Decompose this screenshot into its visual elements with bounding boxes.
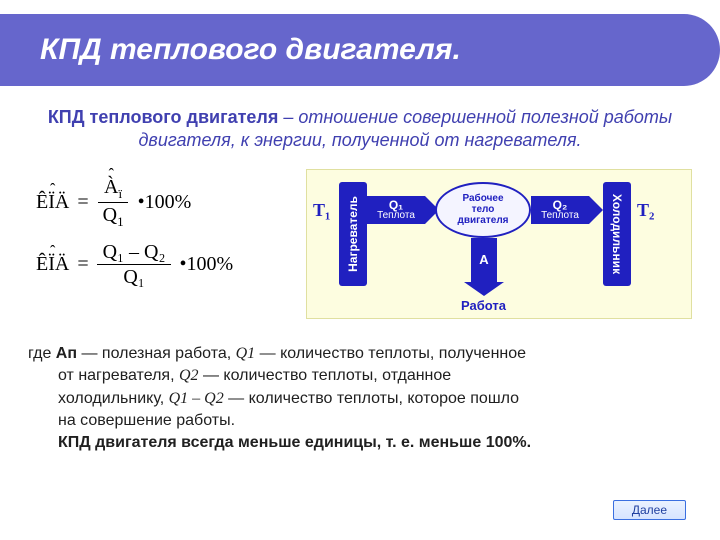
exp-Q2: Q2 (179, 367, 199, 384)
formula-1-mult: •100% (138, 191, 192, 214)
formulas-block: ÊÏÄ = Àï Q1 •100% ÊÏÄ = Q₁ – Q₂ Q₁ (28, 169, 288, 301)
diagram-q2-arrow: Q₂ Теплота (531, 196, 589, 224)
formula-2-mult: •100% (179, 253, 233, 276)
exp-l1c: — количество теплоты, полученное (255, 345, 526, 362)
diagram-heater-box: Нагреватель (339, 182, 367, 286)
exp-l3a: холодильнику, (58, 390, 169, 407)
exp-l1b: — полезная работа, (77, 345, 236, 362)
formula-2-num: Q₁ – Q₂ (97, 242, 172, 265)
exp-l1a: где (28, 345, 56, 362)
formula-lhs: ÊÏÄ (36, 191, 69, 214)
formula-1-den: Q1 (97, 203, 130, 228)
slide-title-text: КПД теплового двигателя. (40, 33, 461, 67)
diagram-body-l3: двигателя (457, 215, 508, 226)
equals-sign-2: = (77, 253, 88, 276)
equals-sign: = (77, 191, 88, 214)
formula-1: ÊÏÄ = Àï Q1 •100% (36, 177, 288, 228)
diagram-work-label: Работа (461, 298, 506, 313)
diagram-q1-arrow: Q₁ Теплота (367, 196, 425, 224)
f1-num-sub: ï (119, 186, 123, 201)
formula-2: ÊÏÄ = Q₁ – Q₂ Q₁ •100% (36, 242, 288, 287)
diagram-A-label: A (479, 252, 488, 267)
heat-engine-diagram: T₁ Нагреватель Q₁ Теплота Рабочее тело д… (306, 169, 692, 319)
diagram-T2-label: T₂ (637, 200, 654, 221)
exp-l2a: от нагревателя, (58, 367, 179, 384)
diagram-body-l2: тело (472, 204, 495, 215)
content-area: КПД теплового двигателя – отношение сове… (28, 100, 692, 455)
diagram-T1-label: T₁ (313, 200, 330, 221)
f1-den-sym: Q (103, 204, 117, 226)
diagram-q1-heat: Теплота (377, 211, 415, 221)
diagram-q2-label: Q₂ (553, 199, 568, 211)
next-button[interactable]: Далее (613, 500, 686, 520)
diagram-work-arrow: A (471, 238, 497, 282)
formula-1-fraction: Àï Q1 (97, 177, 130, 228)
explanation-text: где Ап — полезная работа, Q1 — количеств… (28, 343, 692, 455)
exp-Q12: Q1 – Q2 (169, 390, 224, 407)
exp-Ap: Ап (56, 345, 77, 362)
formula-2-fraction: Q₁ – Q₂ Q₁ (97, 242, 172, 287)
diagram-q1-label: Q₁ (389, 199, 403, 211)
slide-title: КПД теплового двигателя. (0, 14, 720, 86)
formula-2-den: Q₁ (117, 265, 150, 287)
formula-1-num: Àï (98, 177, 128, 203)
exp-Q1: Q1 (236, 345, 256, 362)
exp-l2b: — количество теплоты, отданное (199, 367, 452, 384)
exp-kpd: КПД двигателя всегда меньше единицы, т. … (28, 432, 692, 454)
diagram-working-body: Рабочее тело двигателя (435, 182, 531, 238)
formula-lhs-2: ÊÏÄ (36, 253, 69, 276)
next-button-label: Далее (632, 503, 667, 517)
exp-l4: на совершение работы. (28, 410, 692, 432)
exp-l3b: — количество теплоты, которое пошло (224, 390, 519, 407)
diagram-cooler-text: Холодильник (610, 194, 624, 274)
f1-den-sub: 1 (117, 214, 124, 229)
mid-row: ÊÏÄ = Àï Q1 •100% ÊÏÄ = Q₁ – Q₂ Q₁ (28, 169, 692, 319)
definition-text: КПД теплового двигателя – отношение сове… (28, 100, 692, 163)
diagram-cooler-box: Холодильник (603, 182, 631, 286)
f1-num-sym: À (104, 177, 118, 197)
definition-term: КПД теплового двигателя (48, 107, 279, 127)
diagram-heater-text: Нагреватель (346, 196, 360, 272)
diagram-q2-heat: Теплота (541, 211, 579, 221)
diagram-body-l1: Рабочее (462, 193, 503, 204)
